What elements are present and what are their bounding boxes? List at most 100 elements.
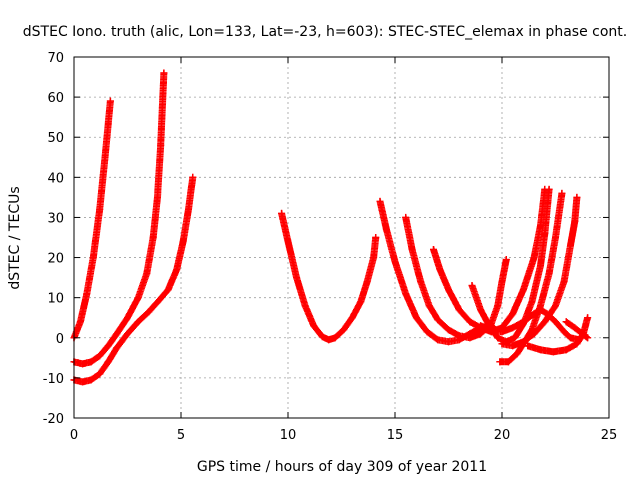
data-point-arc3-1 — [79, 378, 87, 386]
data-point-arc6-0 — [402, 213, 410, 221]
data-point-arc3-5 — [113, 344, 121, 352]
data-point-arc6-11 — [498, 278, 506, 286]
data-point-arc4-10 — [357, 298, 365, 306]
data-point-arc10-0 — [498, 340, 506, 348]
y-tick-label-0: 0 — [56, 332, 64, 347]
data-point-arc3-6 — [124, 330, 131, 338]
data-point-arc2-12 — [160, 69, 168, 77]
y-tick-label--10: -10 — [43, 372, 64, 387]
data-point-arc10-8 — [571, 217, 579, 225]
data-point-arc10-4 — [541, 318, 549, 326]
data-point-arc4-0 — [278, 209, 286, 217]
data-point-arc6-4 — [434, 316, 442, 324]
data-point-arc2-6 — [124, 314, 131, 322]
data-point-arc3-14 — [189, 173, 197, 181]
data-point-arc11-8 — [552, 318, 559, 326]
data-point-arc5-4 — [412, 314, 420, 322]
data-point-arc11-3 — [509, 324, 517, 332]
data-point-arc10-9 — [573, 193, 581, 201]
data-point-arc3-11 — [173, 266, 181, 274]
data-point-arc8-3 — [494, 334, 502, 342]
data-point-arc11-7 — [543, 310, 551, 318]
data-point-arc5-6 — [434, 336, 442, 344]
x-tick-label-25: 25 — [601, 428, 618, 443]
series-markers-arc4 — [278, 209, 380, 344]
data-point-arc2-8 — [143, 270, 151, 278]
data-point-arc10-6 — [560, 278, 568, 286]
data-point-arc9-2 — [513, 350, 521, 358]
data-point-arc1-1 — [76, 318, 84, 326]
data-point-arc2-11 — [157, 141, 165, 149]
y-tick-label-50: 50 — [47, 131, 64, 146]
data-point-arc12-6 — [584, 314, 592, 322]
data-point-arc11-1 — [487, 326, 495, 334]
series-arc6 — [402, 213, 510, 342]
series-group — [70, 69, 592, 386]
data-point-arc3-2 — [87, 376, 95, 384]
data-point-arc11-6 — [537, 306, 545, 314]
data-point-arc11-10 — [566, 334, 574, 342]
series-arc13 — [562, 318, 592, 342]
data-point-arc4-6 — [325, 336, 333, 344]
data-point-arc2-9 — [149, 234, 157, 241]
data-point-arc8-0 — [468, 282, 476, 290]
data-point-arc3-8 — [145, 308, 153, 316]
data-point-arc11-5 — [530, 310, 538, 318]
series-markers-arc1 — [70, 97, 114, 342]
series-arc2 — [70, 69, 168, 368]
data-point-arc12-3 — [562, 346, 570, 354]
data-point-arc3-13 — [184, 205, 192, 213]
y-tick-label-10: 10 — [47, 292, 64, 307]
data-point-arc2-10 — [153, 193, 161, 201]
chart-title: dSTEC Iono. truth (alic, Lon=133, Lat=-2… — [23, 24, 627, 40]
data-point-arc9-0 — [496, 358, 504, 366]
data-point-arc11-9 — [560, 328, 568, 336]
data-point-arc2-2 — [87, 358, 95, 366]
data-point-arc3-10 — [164, 286, 172, 294]
series-markers-arc2 — [70, 69, 168, 368]
data-point-arc10-7 — [566, 242, 574, 250]
data-point-arc13-3 — [584, 334, 592, 342]
data-point-arc2-4 — [104, 342, 112, 350]
data-point-arc10-1 — [509, 342, 517, 350]
data-point-arc6-3 — [425, 302, 433, 310]
data-point-arc2-1 — [79, 360, 87, 368]
data-point-arc8-5 — [511, 334, 519, 342]
data-point-arc13-2 — [579, 331, 587, 339]
y-tick-label-30: 30 — [47, 211, 64, 226]
data-point-arc7-3 — [455, 306, 463, 314]
data-point-arc10-5 — [552, 302, 559, 310]
tick-group: 0 5 10 15 20 25 -20 -10 0 10 20 30 40 50 60 70 — [43, 51, 618, 443]
y-tick-label-40: 40 — [47, 171, 64, 186]
data-point-arc9-8 — [558, 189, 566, 197]
data-point-arc7-9 — [519, 286, 527, 294]
data-point-arc1-3 — [89, 254, 97, 262]
data-point-arc12-4 — [573, 340, 581, 348]
data-point-arc8-10 — [545, 185, 553, 193]
data-point-arc3-4 — [104, 358, 112, 366]
y-tick-label--20: -20 — [43, 412, 64, 427]
data-point-arc8-8 — [537, 262, 545, 270]
data-point-arc2-3 — [96, 352, 104, 360]
y-tick-label-20: 20 — [47, 252, 64, 267]
data-point-arc9-1 — [504, 358, 512, 366]
data-point-arc7-4 — [466, 318, 474, 326]
data-point-arc9-7 — [552, 234, 559, 241]
data-point-arc7-0 — [430, 246, 438, 254]
data-point-arc5-7 — [445, 338, 452, 346]
data-point-arc7-1 — [436, 266, 444, 274]
data-point-arc5-2 — [391, 258, 399, 266]
data-point-arc7-10 — [530, 254, 538, 262]
data-point-arc4-13 — [372, 234, 380, 241]
data-point-arc4-11 — [363, 278, 371, 286]
data-point-arc6-2 — [417, 278, 425, 286]
y-tick-label-60: 60 — [47, 91, 64, 106]
data-point-arc9-6 — [545, 270, 553, 278]
data-point-arc6-7 — [466, 334, 474, 342]
series-arc1 — [70, 97, 114, 342]
data-point-arc4-3 — [301, 302, 309, 310]
data-point-arc2-5 — [113, 330, 121, 338]
data-point-arc3-9 — [156, 296, 164, 304]
data-point-arc6-1 — [408, 246, 416, 254]
